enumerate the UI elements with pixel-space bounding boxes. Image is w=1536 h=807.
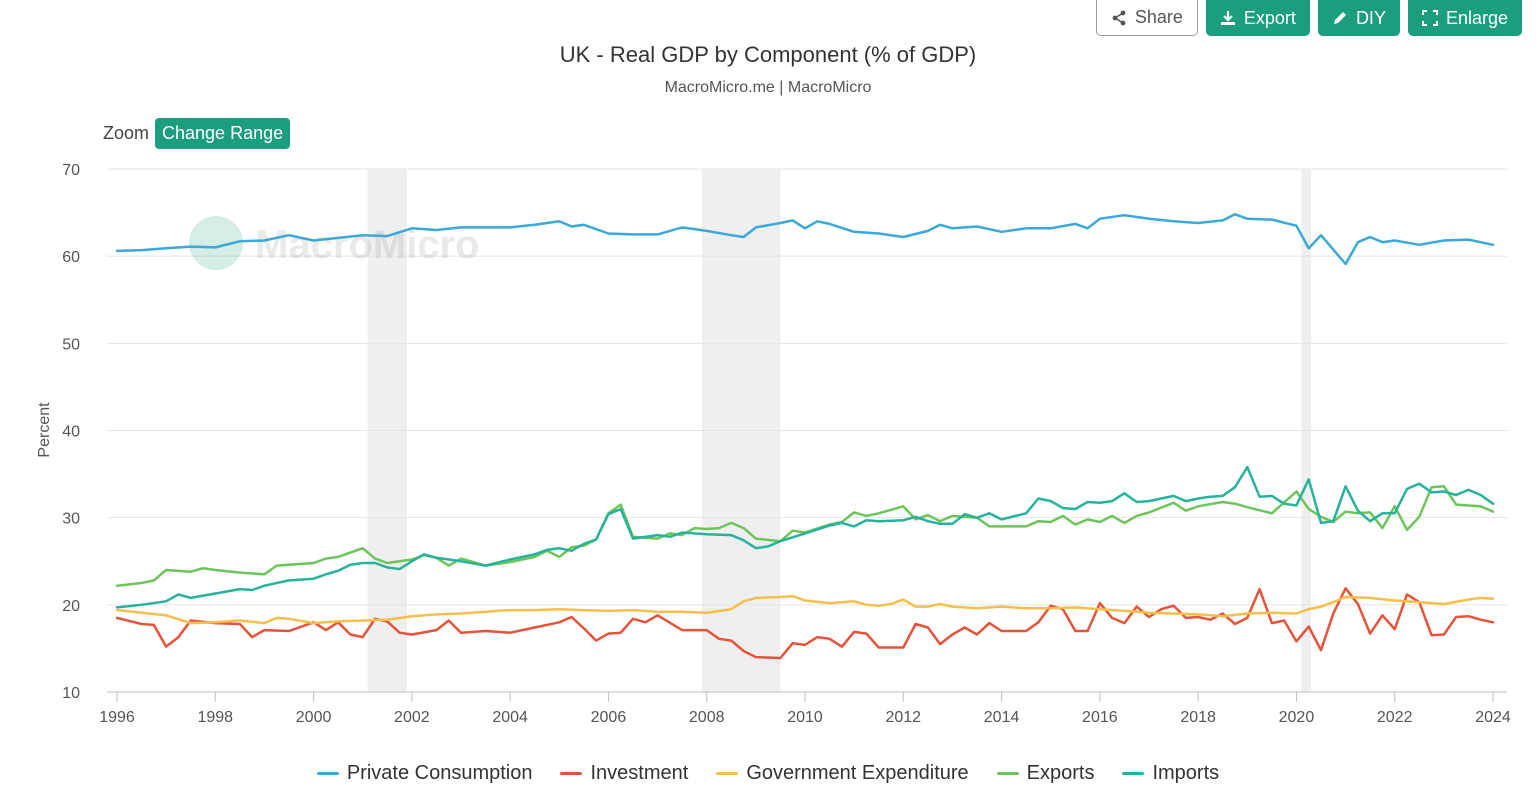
legend-label: Exports xyxy=(1026,762,1095,784)
legend-item-investment[interactable]: Investment xyxy=(560,762,688,785)
legend-swatch xyxy=(316,772,339,775)
x-tick-label: 1998 xyxy=(197,709,233,726)
x-tick-label: 2012 xyxy=(885,709,921,726)
series-line-exports xyxy=(115,485,1495,587)
zoom-label: Zoom xyxy=(103,123,150,143)
x-tick-label: 2020 xyxy=(1279,709,1315,726)
legend-label: Investment xyxy=(590,762,689,784)
series-line-imports xyxy=(115,465,1495,609)
legend-label: Private Consumption xyxy=(346,762,533,784)
export-label: Export xyxy=(1243,7,1296,28)
x-tick-label: 1996 xyxy=(99,709,135,726)
x-tick-label: 2000 xyxy=(296,709,332,726)
enlarge-label: Enlarge xyxy=(1445,7,1508,28)
toolbar: Share Export DIY Enlarge xyxy=(1095,0,1522,36)
y-tick-label: 70 xyxy=(62,162,80,179)
enlarge-button[interactable]: Enlarge xyxy=(1407,0,1522,36)
y-tick-label: 20 xyxy=(62,598,80,615)
x-tick-label: 2014 xyxy=(984,709,1020,726)
legend-label: Government Expenditure xyxy=(746,762,969,784)
legend-item-imports[interactable]: Imports xyxy=(1122,762,1219,785)
chart-title: UK - Real GDP by Component (% of GDP) xyxy=(559,42,977,67)
x-tick-label: 2006 xyxy=(591,709,627,726)
legend-swatch xyxy=(1122,772,1145,775)
share-icon xyxy=(1111,10,1127,26)
legend-swatch xyxy=(716,772,739,775)
legend-item-private-consumption[interactable]: Private Consumption xyxy=(316,762,533,785)
y-axis-label: Percent xyxy=(36,402,53,458)
x-tick-label: 2016 xyxy=(1082,709,1118,726)
expand-icon xyxy=(1421,10,1438,26)
y-tick-label: 60 xyxy=(62,249,80,266)
series-line-private-consumption xyxy=(115,213,1495,266)
diy-label: DIY xyxy=(1355,7,1386,28)
download-icon xyxy=(1220,10,1236,26)
pencil-icon xyxy=(1332,10,1348,26)
x-tick-label: 2008 xyxy=(689,709,725,726)
x-tick-label: 2024 xyxy=(1475,709,1511,726)
x-tick-label: 2004 xyxy=(492,709,528,726)
legend-item-exports[interactable]: Exports xyxy=(996,762,1095,785)
legend-swatch xyxy=(996,772,1019,775)
legend-label: Imports xyxy=(1152,762,1220,784)
y-tick-label: 30 xyxy=(62,511,80,528)
share-button[interactable]: Share xyxy=(1095,0,1198,36)
change-range-button[interactable]: Change Range xyxy=(155,118,291,149)
y-tick-label: 40 xyxy=(62,424,80,441)
chart-subtitle: MacroMicro.me | MacroMicro xyxy=(664,79,872,96)
y-tick-label: 10 xyxy=(62,685,80,702)
chart-legend: Private Consumption Investment Governmen… xyxy=(0,762,1536,785)
y-tick-label: 50 xyxy=(62,336,80,353)
diy-button[interactable]: DIY xyxy=(1317,0,1400,36)
x-tick-label: 2022 xyxy=(1377,709,1413,726)
zoom-controls: Zoom Change Range xyxy=(103,118,291,149)
legend-item-government-expenditure[interactable]: Government Expenditure xyxy=(716,762,969,785)
share-label: Share xyxy=(1134,7,1183,27)
x-tick-label: 2002 xyxy=(394,709,430,726)
x-tick-label: 2010 xyxy=(787,709,823,726)
x-tick-label: 2018 xyxy=(1180,709,1216,726)
export-button[interactable]: Export xyxy=(1205,0,1310,36)
series-line-government-expenditure xyxy=(115,594,1495,625)
legend-swatch xyxy=(560,772,583,775)
